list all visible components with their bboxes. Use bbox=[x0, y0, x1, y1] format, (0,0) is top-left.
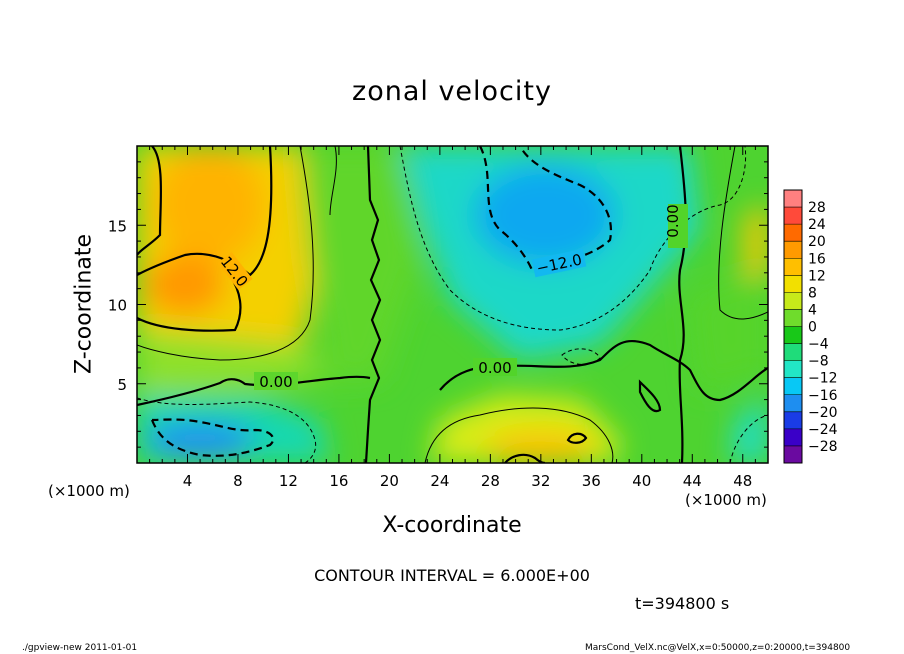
colorbar-swatch bbox=[784, 241, 802, 259]
contour-line-neg6-loop bbox=[561, 348, 601, 365]
x-tick-label: 8 bbox=[233, 472, 243, 490]
colorbar-swatch bbox=[784, 292, 802, 310]
colorbar-label: −24 bbox=[808, 422, 838, 438]
y-tick-label: 10 bbox=[108, 297, 127, 315]
colorbar-swatch bbox=[784, 275, 802, 293]
contour-interval-text: CONTOUR INTERVAL = 6.000E+00 bbox=[314, 566, 590, 585]
x-axis-tick-labels: 4 8 12 16 20 24 28 32 36 40 44 48 bbox=[183, 472, 753, 490]
x-tick-label: 28 bbox=[481, 472, 500, 490]
contour-label-zero-mid: 0.00 bbox=[478, 359, 511, 377]
colorbar-label: −28 bbox=[808, 439, 838, 455]
x-tick-label: 36 bbox=[582, 472, 601, 490]
colorbar-swatch bbox=[784, 309, 802, 327]
colorbar-label: 28 bbox=[808, 200, 826, 216]
contour-line-pos6-upper bbox=[329, 146, 337, 216]
x-tick-label: 24 bbox=[430, 472, 449, 490]
field-region-lower-left-core bbox=[145, 422, 255, 458]
velocity-field bbox=[137, 146, 768, 463]
contour-line-zero-left bbox=[137, 375, 371, 407]
colorbar-swatch bbox=[784, 258, 802, 276]
colorbar-swatch bbox=[784, 224, 802, 242]
x-tick-label: 40 bbox=[632, 472, 651, 490]
y-tick-label: 15 bbox=[108, 217, 127, 235]
contour-label-bg-12 bbox=[217, 252, 253, 290]
y-axis-label: Z-coordinate bbox=[71, 234, 97, 374]
contour-line-pos12-lower bbox=[137, 275, 242, 332]
contour-lines bbox=[137, 146, 768, 463]
contour-label-bg-zero-mid bbox=[473, 358, 517, 376]
colorbar-label: 0 bbox=[808, 320, 817, 336]
colorbar-label: 8 bbox=[808, 285, 817, 301]
contour-label-bg-zero-right bbox=[668, 204, 688, 248]
colorbar-label: −20 bbox=[808, 405, 838, 421]
contour-line-pos12-upper-left bbox=[137, 146, 163, 256]
contour-line-neg6-lower-left bbox=[137, 397, 317, 463]
y-axis-unit: (×1000 m) bbox=[48, 482, 130, 500]
contour-label-bg-neg12 bbox=[531, 248, 587, 278]
x-tick-label: 44 bbox=[683, 472, 702, 490]
x-tick-label: 4 bbox=[183, 472, 193, 490]
x-tick-label: 12 bbox=[279, 472, 298, 490]
colorbar-swatch bbox=[784, 360, 802, 379]
colorbar-label: 16 bbox=[808, 251, 826, 267]
colorbar-label: 4 bbox=[808, 302, 817, 318]
chart-title: zonal velocity bbox=[352, 76, 552, 107]
colorbar-swatch bbox=[784, 326, 802, 345]
contour-line-zero-loop bbox=[638, 379, 662, 413]
x-axis-unit: (×1000 m) bbox=[685, 491, 767, 509]
contour-label-bg-zero-left bbox=[254, 372, 298, 390]
colorbar-swatch bbox=[784, 377, 802, 396]
field-region-right-lower-cold bbox=[730, 395, 768, 463]
footer-left: ./gpview-new 2011-01-01 bbox=[22, 643, 138, 653]
field-region-upper-left-core bbox=[145, 255, 225, 315]
footer-right: MarsCond_VelX.nc@VelX,x=0:50000,z=0:2000… bbox=[585, 643, 851, 653]
contour-line-pos6-bottom bbox=[424, 407, 614, 463]
time-stamp: t=394800 s bbox=[635, 594, 730, 613]
colorbar-label: −4 bbox=[808, 337, 829, 353]
field-region-upper-cold-core bbox=[475, 165, 615, 265]
y-axis-ticks bbox=[137, 145, 768, 464]
contour-line-zero-vertical bbox=[364, 146, 382, 463]
x-tick-label: 32 bbox=[531, 472, 550, 490]
contour-label-zero-right: 0.00 bbox=[664, 204, 682, 237]
colorbar-swatch bbox=[784, 394, 802, 413]
contour-line-pos6-left bbox=[137, 146, 314, 361]
x-axis-ticks bbox=[136, 146, 769, 463]
x-tick-label: 20 bbox=[380, 472, 399, 490]
colorbar-swatch bbox=[784, 207, 802, 225]
contour-line-pos12-bottom-loop bbox=[566, 432, 588, 444]
x-axis-label: X-coordinate bbox=[382, 513, 522, 538]
field-region-center-strip bbox=[300, 146, 420, 380]
y-axis-tick-labels: 5 10 15 bbox=[108, 217, 127, 394]
colorbar-label: 20 bbox=[808, 234, 826, 250]
field-region-upper-left-core bbox=[155, 146, 265, 265]
colorbar-swatch bbox=[784, 411, 802, 430]
field-region-right-mid bbox=[690, 270, 768, 390]
colorbar-swatch bbox=[784, 190, 802, 208]
colorbar bbox=[783, 189, 803, 464]
contour-line-neg6-right bbox=[729, 414, 768, 463]
colorbar-swatch bbox=[784, 428, 802, 447]
x-tick-label: 16 bbox=[329, 472, 348, 490]
contour-line-neg6-upper bbox=[399, 146, 747, 331]
contour-line-pos6-right bbox=[718, 146, 768, 320]
colorbar-label: 12 bbox=[808, 268, 826, 284]
colorbar-label: 24 bbox=[808, 217, 826, 233]
x-tick-label: 48 bbox=[733, 472, 752, 490]
colorbar-swatch bbox=[784, 343, 802, 362]
colorbar-label: −8 bbox=[808, 354, 829, 370]
colorbar-swatch bbox=[784, 445, 802, 464]
contour-label-zero-left: 0.00 bbox=[259, 373, 292, 391]
colorbar-label: −16 bbox=[808, 388, 838, 404]
colorbar-label: −12 bbox=[808, 371, 838, 387]
y-tick-label: 5 bbox=[117, 376, 127, 394]
